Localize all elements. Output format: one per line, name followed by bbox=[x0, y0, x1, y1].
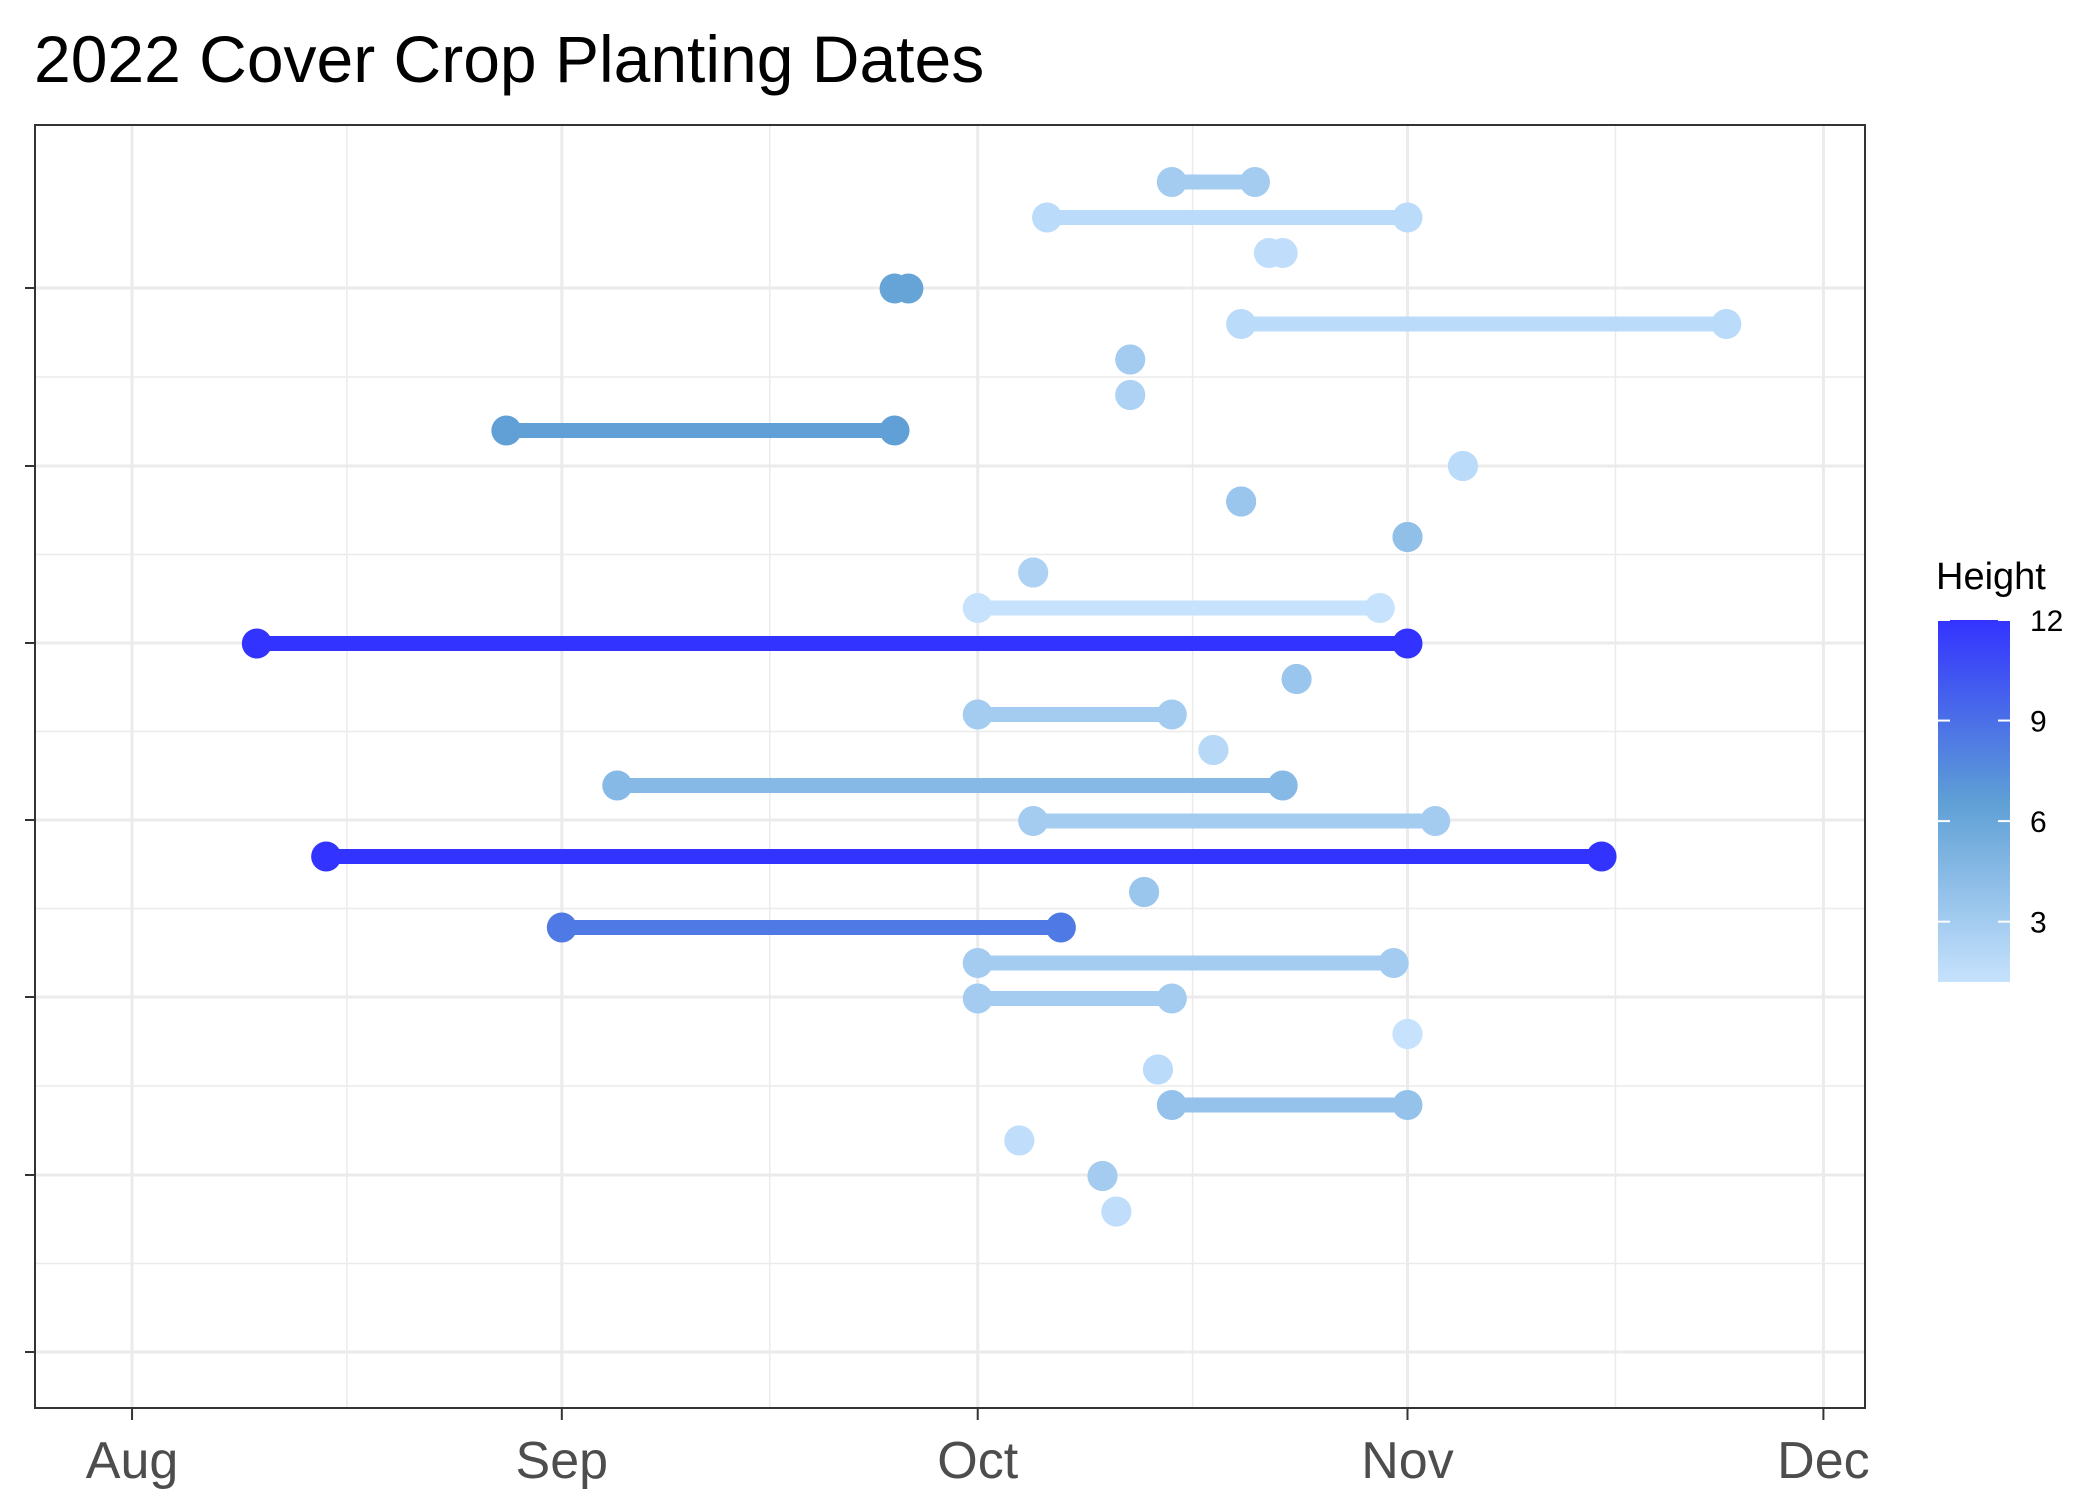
end-point bbox=[893, 273, 924, 304]
dumbbell-row bbox=[1004, 1125, 1035, 1156]
end-point bbox=[1392, 628, 1423, 659]
end-point bbox=[1226, 486, 1257, 517]
dumbbell-row bbox=[1018, 806, 1451, 836]
dumbbell-row bbox=[311, 841, 1617, 872]
dumbbell-row bbox=[1142, 1054, 1173, 1085]
dumbbell-row bbox=[1156, 1090, 1423, 1120]
start-point bbox=[1226, 309, 1257, 339]
start-point bbox=[962, 593, 993, 623]
end-point bbox=[1392, 202, 1423, 233]
end-point bbox=[1101, 1196, 1132, 1227]
x-tick-label: Nov bbox=[1361, 1432, 1453, 1490]
end-point bbox=[1378, 948, 1409, 978]
x-axis: Aug Sep Oct Nov Dec bbox=[25, 287, 1870, 1490]
end-point bbox=[1392, 1090, 1423, 1120]
legend-tick-label: 6 bbox=[2030, 806, 2047, 839]
dumbbell-row bbox=[1198, 735, 1229, 765]
plot-border bbox=[34, 124, 1866, 1409]
dumbbell-row bbox=[1018, 557, 1049, 588]
end-point bbox=[1711, 309, 1742, 339]
x-tick-label: Sep bbox=[516, 1432, 609, 1490]
chart-title: 2022 Cover Crop Planting Dates bbox=[34, 22, 984, 96]
start-point bbox=[1156, 1090, 1187, 1120]
end-point bbox=[1142, 1054, 1173, 1085]
dumbbell-row bbox=[546, 912, 1076, 943]
legend-tick-label: 12 bbox=[2030, 605, 2063, 638]
end-point bbox=[1045, 912, 1076, 943]
x-tick-label: Dec bbox=[1777, 1432, 1869, 1490]
legend-colorbar bbox=[1938, 620, 2010, 982]
start-point bbox=[962, 983, 993, 1014]
end-point bbox=[1267, 770, 1298, 801]
end-point bbox=[1420, 806, 1451, 836]
dumbbell-row bbox=[879, 273, 924, 304]
start-point bbox=[1018, 806, 1049, 836]
end-point bbox=[1156, 699, 1187, 730]
data-layer bbox=[241, 167, 1742, 1227]
dumbbell-row bbox=[1253, 238, 1298, 268]
end-point bbox=[1392, 1019, 1423, 1049]
start-point bbox=[311, 841, 342, 872]
start-point bbox=[962, 948, 993, 978]
dumbbell-row bbox=[962, 699, 1187, 730]
start-point bbox=[546, 912, 577, 943]
dumbbell-row bbox=[1087, 1161, 1118, 1191]
end-point bbox=[1004, 1125, 1035, 1156]
start-point bbox=[1032, 202, 1063, 233]
end-point bbox=[1018, 557, 1049, 588]
dumbbell-row bbox=[1392, 1019, 1423, 1049]
dumbbell-row bbox=[1226, 486, 1257, 517]
dumbbell-row bbox=[962, 593, 1395, 623]
legend-title: Height bbox=[1936, 556, 2046, 598]
legend-tick-label: 9 bbox=[2030, 706, 2047, 739]
dumbbell-row bbox=[1447, 451, 1478, 481]
dumbbell-row bbox=[1281, 664, 1312, 694]
end-point bbox=[1115, 344, 1146, 375]
dumbbell-row bbox=[1129, 877, 1160, 907]
dumbbell-row bbox=[962, 983, 1187, 1014]
dumbbell-row bbox=[602, 770, 1298, 801]
end-point bbox=[1364, 593, 1395, 623]
dumbbell-row bbox=[1115, 344, 1146, 375]
dumbbell-row bbox=[241, 628, 1423, 659]
end-point bbox=[1115, 380, 1146, 410]
end-point bbox=[1281, 664, 1312, 694]
start-point bbox=[602, 770, 633, 801]
start-point bbox=[491, 415, 522, 446]
dumbbell-row bbox=[1156, 167, 1270, 197]
dumbbell-row bbox=[962, 948, 1409, 978]
dumbbell-row bbox=[491, 415, 910, 446]
dumbbell-row bbox=[1392, 522, 1423, 552]
dumbbell-row bbox=[1032, 202, 1423, 233]
end-point bbox=[879, 415, 910, 446]
start-point bbox=[962, 699, 993, 730]
end-point bbox=[1586, 841, 1617, 872]
legend: Height 3 6 9 12 bbox=[1936, 556, 2063, 982]
end-point bbox=[1198, 735, 1229, 765]
end-point bbox=[1392, 522, 1423, 552]
legend-tick-label: 3 bbox=[2030, 907, 2047, 940]
x-tick-label: Oct bbox=[937, 1432, 1018, 1490]
start-point bbox=[1156, 167, 1187, 197]
end-point bbox=[1240, 167, 1270, 197]
x-tick-label: Aug bbox=[86, 1432, 179, 1490]
end-point bbox=[1156, 983, 1187, 1014]
dumbbell-row bbox=[1115, 380, 1146, 410]
dumbbell-row bbox=[1101, 1196, 1132, 1227]
end-point bbox=[1087, 1161, 1118, 1191]
end-point bbox=[1447, 451, 1478, 481]
end-point bbox=[1129, 877, 1160, 907]
end-point bbox=[1267, 238, 1298, 268]
dumbbell-row bbox=[1226, 309, 1742, 339]
start-point bbox=[241, 628, 272, 659]
